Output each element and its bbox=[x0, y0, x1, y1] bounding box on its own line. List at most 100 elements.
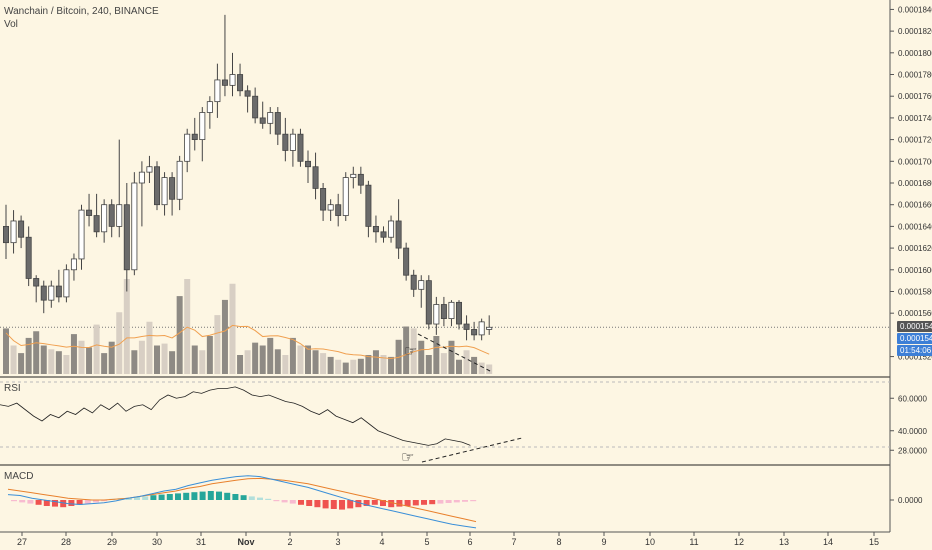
volume-bar bbox=[10, 345, 17, 374]
macd-histogram-bar bbox=[248, 496, 255, 500]
candle-up bbox=[48, 285, 55, 301]
candle-down bbox=[320, 188, 327, 211]
candle-down bbox=[403, 247, 410, 276]
macd-histogram-bar bbox=[298, 500, 304, 505]
macd-histogram-bar bbox=[232, 494, 239, 500]
volume-bar bbox=[48, 349, 55, 374]
candle-up bbox=[199, 112, 206, 141]
rsi-label: RSI bbox=[4, 383, 21, 394]
candle-down bbox=[410, 274, 417, 290]
macd-histogram-bar bbox=[330, 500, 337, 509]
volume-bar bbox=[161, 343, 168, 374]
candles bbox=[3, 14, 493, 341]
candle-down bbox=[3, 225, 9, 244]
time-tick-label: 9 bbox=[601, 537, 606, 547]
candle-down bbox=[123, 204, 130, 271]
macd-histogram-bar bbox=[314, 500, 321, 508]
candle-down bbox=[237, 74, 244, 92]
volume-bar bbox=[357, 358, 364, 374]
candle-down bbox=[282, 133, 289, 151]
volume-bar bbox=[463, 350, 470, 374]
macd-histogram-bar bbox=[429, 500, 436, 505]
macd-histogram-bar bbox=[134, 497, 140, 500]
volume-bar bbox=[320, 353, 327, 374]
volume-bar bbox=[372, 350, 379, 374]
macd-histogram-bar bbox=[150, 495, 157, 500]
volume-bar bbox=[486, 364, 493, 374]
volume-bar bbox=[312, 350, 319, 374]
macd-histogram-bar bbox=[11, 500, 17, 502]
macd-histogram-bar bbox=[445, 500, 452, 503]
time-tick-label: 31 bbox=[196, 537, 206, 547]
time-tick-label: 5 bbox=[424, 537, 429, 547]
macd-histogram-bar bbox=[60, 500, 67, 508]
macd-histogram-bar bbox=[437, 500, 444, 504]
time-tick-label: 15 bbox=[869, 537, 879, 547]
candle-up bbox=[146, 166, 153, 173]
volume-bar bbox=[101, 353, 108, 374]
candle-down bbox=[244, 90, 251, 97]
candle-down bbox=[357, 173, 364, 186]
candle-down bbox=[259, 117, 266, 124]
candle-down bbox=[108, 204, 115, 227]
volume-bar bbox=[40, 345, 47, 374]
volume-bar bbox=[418, 340, 425, 374]
candle-up bbox=[161, 177, 168, 206]
time-tick-label: 14 bbox=[823, 537, 833, 547]
macd-histogram-bar bbox=[388, 500, 395, 508]
macd-histogram-bar bbox=[35, 500, 42, 505]
time-tick-label: 10 bbox=[645, 537, 655, 547]
grid bbox=[0, 0, 891, 533]
candle-up bbox=[78, 209, 85, 260]
candle-down bbox=[191, 133, 198, 141]
countdown-tag: 01:54:06 bbox=[897, 345, 932, 356]
candle-up bbox=[63, 269, 70, 298]
rsi-line bbox=[0, 386, 471, 446]
time-tick-label: 6 bbox=[467, 537, 472, 547]
last-price-tag: 0.0001547 bbox=[897, 321, 932, 332]
volume-bar bbox=[70, 334, 77, 374]
volume-bar bbox=[267, 337, 274, 374]
candle-down bbox=[365, 184, 372, 227]
candle-up bbox=[10, 220, 17, 244]
macd-histogram-bar bbox=[396, 500, 403, 507]
macd-tick-label: 0.0000 bbox=[898, 496, 923, 505]
time-tick-label: Nov bbox=[237, 537, 254, 547]
rsi-tick-label: 28.0000 bbox=[898, 446, 927, 455]
candle-up bbox=[116, 204, 123, 227]
candle-down bbox=[425, 280, 432, 325]
macd-histogram-bar bbox=[347, 500, 354, 509]
candle-up bbox=[267, 112, 274, 124]
volume-bar bbox=[425, 355, 432, 374]
volume-bar bbox=[289, 337, 296, 374]
macd-histogram-bar bbox=[421, 500, 427, 505]
macd-histogram-bar bbox=[183, 492, 190, 500]
candle-down bbox=[55, 285, 62, 298]
rsi-tick-label: 60.0000 bbox=[898, 394, 927, 403]
time-tick-label: 7 bbox=[511, 537, 516, 547]
time-axis[interactable]: 27 28 29 30 31 Nov 2 3 4 5 6 7 8 9 10 11 12 13 14 15 bbox=[17, 532, 879, 547]
time-tick-label: 30 bbox=[152, 537, 162, 547]
volume-label: Vol bbox=[4, 19, 18, 30]
macd-histogram-bar bbox=[175, 493, 181, 500]
time-tick-label: 28 bbox=[61, 537, 71, 547]
volume-bar bbox=[25, 337, 32, 374]
macd-histogram-bar bbox=[216, 491, 222, 500]
trendline-dashed bbox=[421, 437, 523, 463]
candle-down bbox=[312, 166, 319, 189]
candle-up bbox=[70, 258, 77, 271]
macd-histogram-bar bbox=[19, 500, 26, 503]
volume-ma bbox=[5, 324, 490, 360]
candle-up bbox=[342, 177, 349, 216]
volume-bar bbox=[78, 340, 85, 374]
candle-down bbox=[455, 301, 462, 325]
time-tick-label: 27 bbox=[17, 537, 27, 547]
